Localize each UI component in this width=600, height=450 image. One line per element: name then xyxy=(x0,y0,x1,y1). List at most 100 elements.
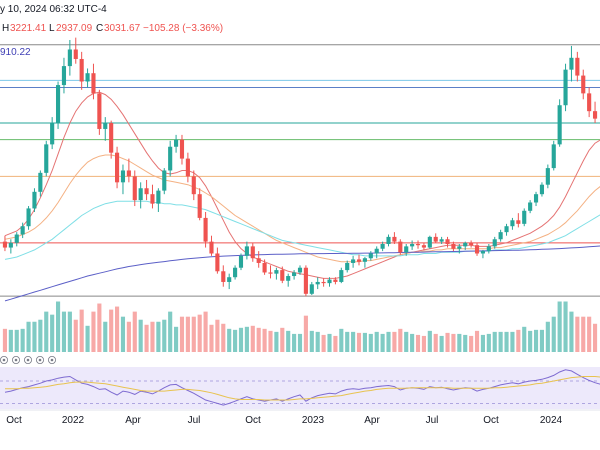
volume-bar xyxy=(44,311,49,352)
volume-bar xyxy=(404,331,409,352)
candle xyxy=(315,277,320,290)
volume-bar xyxy=(191,316,196,352)
x-tick-label: Oct xyxy=(245,415,261,426)
candle xyxy=(227,273,232,290)
candle xyxy=(504,223,509,236)
candle-body xyxy=(126,170,131,177)
volume-bar xyxy=(563,301,568,352)
candle-body xyxy=(368,253,373,259)
candle-body xyxy=(209,241,214,254)
volume-bar xyxy=(38,319,43,352)
candle-body xyxy=(374,248,379,254)
candlestick-series xyxy=(2,37,598,297)
candle-body xyxy=(315,281,320,285)
volume-bar xyxy=(474,330,480,352)
candle xyxy=(162,168,167,195)
eye-icon[interactable] xyxy=(24,356,32,364)
moving-averages xyxy=(4,91,600,302)
volume-bar xyxy=(386,331,391,352)
candle xyxy=(55,81,61,129)
candle xyxy=(427,235,432,249)
candle-body xyxy=(26,208,31,227)
volume-bar xyxy=(115,306,120,352)
volume-bar xyxy=(126,321,131,352)
candle xyxy=(351,255,356,268)
candle-body xyxy=(85,73,90,82)
volume-bar xyxy=(227,328,232,352)
candle xyxy=(415,240,421,249)
candle xyxy=(575,51,580,82)
volume-bar xyxy=(368,333,373,352)
rsi-indicator-icons[interactable] xyxy=(0,356,56,364)
candle-body xyxy=(115,152,120,183)
candle xyxy=(303,265,308,297)
horizontal-levels[interactable] xyxy=(0,44,600,297)
volume-bar xyxy=(144,324,149,352)
candle-body xyxy=(44,144,49,173)
candle xyxy=(138,182,143,209)
candle xyxy=(215,247,220,274)
x-tick-label: Apr xyxy=(364,415,380,426)
candle-body xyxy=(215,253,220,272)
candle xyxy=(8,239,13,254)
eye-icon[interactable] xyxy=(12,356,20,364)
candle xyxy=(61,57,67,94)
eye-icon[interactable] xyxy=(48,356,56,364)
candle xyxy=(262,259,267,275)
candle xyxy=(398,239,403,255)
candle-body xyxy=(50,123,55,145)
candle xyxy=(563,63,568,112)
candle-body xyxy=(557,105,562,145)
candle xyxy=(109,120,114,159)
candle-body xyxy=(486,246,491,252)
volume-bar xyxy=(362,332,367,352)
candle-body xyxy=(2,241,8,248)
header-c-label: C xyxy=(96,23,103,34)
volume-bar xyxy=(67,311,72,352)
candle xyxy=(103,117,108,141)
volume-bar xyxy=(303,315,308,352)
candle xyxy=(528,200,533,214)
volume-bar xyxy=(356,332,362,352)
volume-bar xyxy=(457,333,462,352)
volume-bar xyxy=(179,316,185,352)
candle-body xyxy=(162,170,167,191)
candle-body xyxy=(415,244,421,246)
eye-icon[interactable] xyxy=(0,356,8,364)
candle-body xyxy=(156,190,161,204)
candle-body xyxy=(73,49,78,59)
volume-bar xyxy=(138,319,143,352)
volume-bar xyxy=(20,328,25,352)
candle xyxy=(126,158,131,183)
candle-body xyxy=(250,246,255,259)
candle xyxy=(345,260,350,273)
rsi-pane[interactable] xyxy=(0,356,600,409)
candle-body xyxy=(55,85,61,124)
candle-body xyxy=(174,139,179,147)
time-axis[interactable]: Oct 2022 Apr Jul Oct 2023 Apr Jul Oct 2024 xyxy=(6,415,562,426)
candle xyxy=(185,152,190,183)
volume-bar xyxy=(427,330,432,352)
candle xyxy=(545,164,550,189)
eye-icon[interactable] xyxy=(36,356,44,364)
candle xyxy=(73,37,78,64)
candle xyxy=(221,265,226,287)
volume-bar xyxy=(79,309,84,352)
volume-bar xyxy=(433,333,438,352)
volume-bar xyxy=(516,329,521,352)
candle-body xyxy=(404,246,409,253)
candle-body xyxy=(132,176,137,201)
volume-bar xyxy=(421,335,426,352)
volume-bar xyxy=(14,329,19,352)
candle-body xyxy=(451,244,456,249)
candle xyxy=(380,241,385,252)
x-tick-label: Oct xyxy=(483,415,499,426)
volume-bar xyxy=(445,332,450,352)
candle-body xyxy=(179,139,185,159)
candle-body xyxy=(392,236,397,242)
candle-body xyxy=(20,226,25,235)
candle xyxy=(238,253,244,271)
candle xyxy=(179,134,185,165)
candle-body xyxy=(197,194,202,218)
